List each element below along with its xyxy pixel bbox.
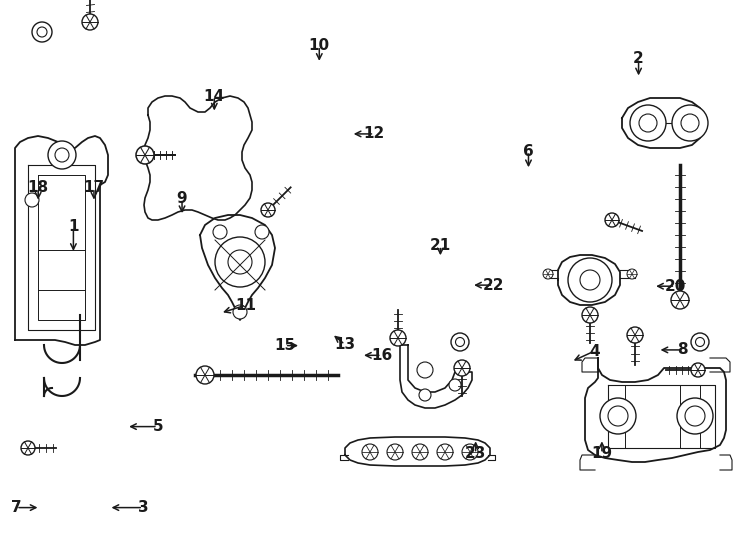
Circle shape: [233, 305, 247, 319]
Circle shape: [691, 363, 705, 377]
Circle shape: [449, 379, 461, 391]
Text: 16: 16: [371, 348, 392, 363]
Circle shape: [196, 366, 214, 384]
Text: 22: 22: [482, 278, 504, 293]
Text: 11: 11: [236, 298, 256, 313]
Text: 12: 12: [364, 126, 385, 141]
Circle shape: [387, 444, 403, 460]
Text: 14: 14: [204, 89, 225, 104]
Circle shape: [390, 330, 406, 346]
Circle shape: [600, 398, 636, 434]
Circle shape: [25, 193, 39, 207]
Circle shape: [213, 225, 227, 239]
Text: 4: 4: [589, 343, 600, 359]
Circle shape: [255, 225, 269, 239]
Circle shape: [672, 105, 708, 141]
Circle shape: [627, 269, 637, 279]
Text: 15: 15: [275, 338, 295, 353]
Text: 20: 20: [664, 279, 686, 294]
Text: 9: 9: [177, 191, 187, 206]
Text: 13: 13: [335, 337, 355, 352]
Circle shape: [462, 444, 478, 460]
Circle shape: [605, 213, 619, 227]
Circle shape: [32, 22, 52, 42]
Circle shape: [568, 258, 612, 302]
Circle shape: [136, 146, 154, 164]
Circle shape: [451, 333, 469, 351]
Circle shape: [437, 444, 453, 460]
Text: 3: 3: [138, 500, 148, 515]
Circle shape: [454, 360, 470, 376]
Text: 19: 19: [592, 446, 612, 461]
Circle shape: [417, 362, 433, 378]
Circle shape: [48, 141, 76, 169]
Circle shape: [677, 398, 713, 434]
Circle shape: [21, 441, 35, 455]
Text: 1: 1: [68, 219, 79, 234]
Circle shape: [419, 389, 431, 401]
Text: 17: 17: [84, 180, 104, 195]
Text: 7: 7: [11, 500, 21, 515]
Circle shape: [671, 291, 689, 309]
Circle shape: [362, 444, 378, 460]
Circle shape: [691, 333, 709, 351]
Circle shape: [82, 14, 98, 30]
Text: 5: 5: [153, 419, 163, 434]
Text: 6: 6: [523, 144, 534, 159]
Circle shape: [630, 105, 666, 141]
Text: 21: 21: [430, 238, 451, 253]
Text: 18: 18: [28, 180, 48, 195]
Text: 2: 2: [633, 51, 644, 66]
Circle shape: [412, 444, 428, 460]
Circle shape: [261, 203, 275, 217]
Circle shape: [627, 327, 643, 343]
Text: 8: 8: [677, 342, 688, 357]
Circle shape: [582, 307, 598, 323]
Circle shape: [215, 237, 265, 287]
Circle shape: [543, 269, 553, 279]
Text: 23: 23: [465, 446, 487, 461]
Text: 10: 10: [309, 38, 330, 53]
